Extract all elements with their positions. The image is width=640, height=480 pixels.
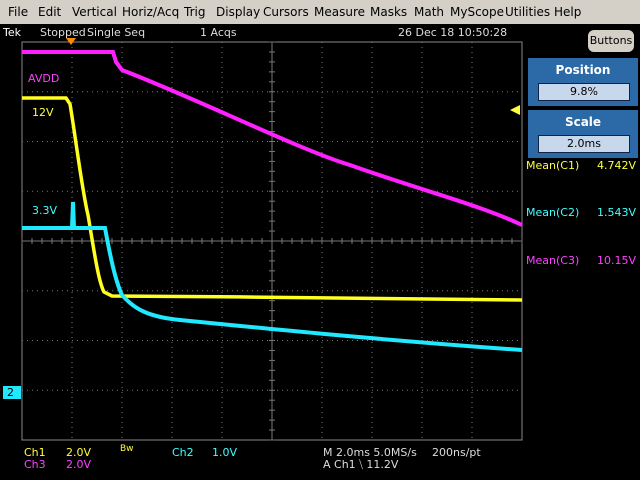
scale-label: Scale (564, 115, 602, 129)
measurement-value: 10.15V (596, 254, 636, 267)
trace-label: AVDD (28, 72, 60, 85)
menu-item[interactable]: Utilities (505, 5, 551, 19)
ch3-label: Ch3 (24, 458, 46, 471)
scale-value[interactable]: 2.0ms (538, 135, 630, 153)
timebase: M 2.0ms 5.0MS/s (323, 446, 417, 459)
bandwidth-flag: Bw (120, 444, 134, 454)
resolution: 200ns/pt (432, 446, 481, 459)
ground-marker-box (3, 386, 21, 399)
menu-item[interactable]: Trig (184, 5, 206, 19)
acq-mode: Single Seq (87, 26, 146, 39)
ground-marker: 2 (7, 386, 14, 399)
trace-label: 12V (32, 106, 54, 119)
ch1-label: Ch1 (24, 446, 46, 459)
ch1-scale: 2.0V (66, 446, 92, 459)
measurement-label: Mean(C3) (526, 254, 580, 267)
measurement-value: 4.742V (596, 159, 636, 172)
menu-item[interactable]: Vertical (72, 5, 117, 19)
ch1-trace (22, 96, 523, 302)
menu-item[interactable]: Masks (370, 5, 408, 19)
acq-count: 1 Acqs (200, 26, 237, 39)
menu-item[interactable]: Display (216, 5, 261, 19)
measurement-label: Mean(C1) (526, 159, 580, 172)
ch2-label: Ch2 (172, 446, 194, 459)
measurement-label: Mean(C2) (526, 206, 580, 219)
brand: Tek (3, 26, 21, 39)
menu-item[interactable]: Measure (314, 5, 365, 19)
acq-state: Stopped (40, 26, 86, 39)
ch2-scale: 1.0V (212, 446, 238, 459)
measurement-value: 1.543V (596, 206, 636, 219)
ch3-scale: 2.0V (66, 458, 92, 471)
position-label: Position (555, 63, 611, 77)
menu-item[interactable]: Horiz/Acq (122, 5, 180, 19)
menu-item[interactable]: Edit (38, 5, 62, 19)
trigger-readout: A Ch1 ⧹ 11.2V (323, 458, 399, 471)
ch3-trace (22, 50, 523, 227)
menu-bar: File Edit Vertical Horiz/Acq Trig Displa… (0, 0, 640, 24)
position-value[interactable]: 9.8% (538, 83, 630, 101)
menu-item[interactable]: MyScope (450, 5, 505, 19)
ch2-trace (22, 201, 523, 352)
scale-box: Scale 2.0ms (528, 110, 638, 158)
menu-item[interactable]: Math (414, 5, 445, 19)
position-box: Position 9.8% (528, 58, 638, 106)
buttons-button[interactable]: Buttons (588, 30, 634, 52)
menu-item[interactable]: File (8, 5, 29, 19)
trigger-position-marker (66, 38, 76, 45)
menu-item[interactable]: Help (554, 5, 582, 19)
datetime: 26 Dec 18 10:50:28 (398, 26, 508, 39)
menu-item[interactable]: Cursors (263, 5, 309, 19)
trace-label: 3.3V (32, 204, 58, 217)
trigger-level-marker (510, 105, 520, 115)
